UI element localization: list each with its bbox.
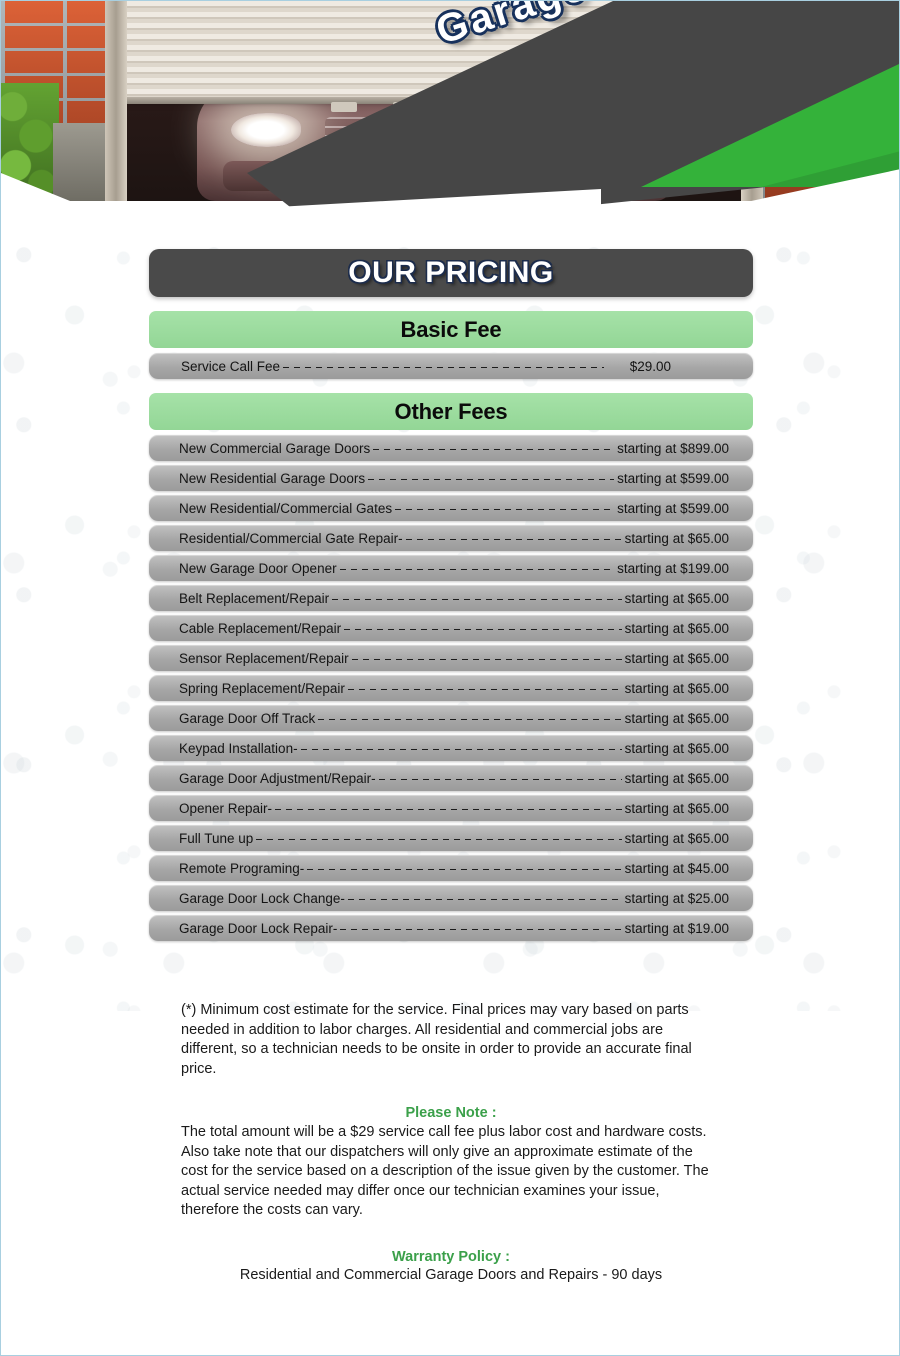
price-row-value: starting at $19.00 <box>624 920 729 936</box>
price-row-value: starting at $65.00 <box>624 530 729 546</box>
door-jamb-left <box>105 1 127 201</box>
basic-fee-rows: Service Call Fee $29.00 <box>149 353 753 379</box>
leader-dots <box>405 538 622 540</box>
price-row-value: starting at $899.00 <box>617 440 729 456</box>
price-row: Residential/Commercial Gate Repair-start… <box>149 525 753 551</box>
price-row-label: New Commercial Garage Doors <box>179 440 371 456</box>
price-row-value: starting at $65.00 <box>624 770 729 786</box>
leader-dots <box>275 808 622 810</box>
leader-dots <box>344 628 622 630</box>
basic-fee-heading-label: Basic Fee <box>400 316 502 342</box>
price-row: Garage Door Adjustment/Repair-starting a… <box>149 765 753 791</box>
leader-dots <box>256 838 622 840</box>
leader-dots <box>283 366 604 368</box>
leader-dots <box>300 748 622 750</box>
stone-wall <box>53 123 105 201</box>
price-row-value: starting at $65.00 <box>624 740 729 756</box>
diagonal-banner: Garage Door Service <box>1 1 899 233</box>
price-row-label: New Residential Garage Doors <box>179 470 366 486</box>
price-row: New Residential Garage Doors starting at … <box>149 465 753 491</box>
price-row: Spring Replacement/Repair starting at $65… <box>149 675 753 701</box>
price-row: New Residential/Commercial Gates starting… <box>149 495 753 521</box>
leader-dots <box>373 448 615 450</box>
price-row-value: starting at $45.00 <box>624 860 729 876</box>
other-fees-heading: Other Fees <box>149 393 753 430</box>
price-row-label: Keypad Installation- <box>179 740 298 756</box>
price-row: New Commercial Garage Doors starting at $… <box>149 435 753 461</box>
please-note-text: The total amount will be a $29 service c… <box>181 1124 709 1218</box>
price-row-label: Cable Replacement/Repair <box>179 620 342 636</box>
price-row-label: Garage Door Adjustment/Repair- <box>179 770 376 786</box>
pricing-section: OUR PRICING Basic Fee Service Call Fee $2… <box>1 249 899 945</box>
price-row: Opener Repair-starting at $65.00 <box>149 795 753 821</box>
price-row: Cable Replacement/Repair starting at $65.… <box>149 615 753 641</box>
price-row: Remote Programing-starting at $45.00 <box>149 855 753 881</box>
leader-dots <box>339 568 615 570</box>
price-row-label: New Residential/Commercial Gates <box>179 500 393 516</box>
leader-dots <box>378 778 622 780</box>
price-row-value: starting at $65.00 <box>624 680 729 696</box>
price-row-value: starting at $65.00 <box>624 650 729 666</box>
price-row-value: starting at $65.00 <box>624 710 729 726</box>
price-row-value: starting at $25.00 <box>624 890 729 906</box>
leader-dots <box>318 718 622 720</box>
price-row-label: Full Tune up <box>179 830 254 846</box>
leader-dots <box>395 508 615 510</box>
price-row-label: Garage Door Off Track <box>179 710 316 726</box>
price-row-label: Belt Replacement/Repair <box>179 590 330 606</box>
price-row-label: Spring Replacement/Repair <box>179 680 345 696</box>
price-row-value: starting at $65.00 <box>624 590 729 606</box>
headlight-left-icon <box>231 113 301 147</box>
price-row-value: $29.00 <box>629 358 671 374</box>
price-row-label: Service Call Fee <box>181 358 281 374</box>
price-row-label: Remote Programing- <box>179 860 305 876</box>
price-row: New Garage Door Opener starting at $199.0… <box>149 555 753 581</box>
disclaimer-text: (*) Minimum cost estimate for the servic… <box>181 1002 692 1077</box>
price-row: Sensor Replacement/Repair starting at $65… <box>149 645 753 671</box>
leader-dots <box>347 688 622 690</box>
price-row-label: Garage Door Lock Repair- <box>179 920 338 936</box>
door-tab <box>331 102 357 112</box>
price-row-value: starting at $199.00 <box>617 560 729 576</box>
price-row-value: starting at $599.00 <box>617 470 729 486</box>
other-fees-heading-label: Other Fees <box>394 398 508 424</box>
price-row-label: Sensor Replacement/Repair <box>179 650 349 666</box>
price-row-value: starting at $65.00 <box>624 620 729 636</box>
price-row: Garage Door Off Track starting at $65.00 <box>149 705 753 731</box>
price-row: Garage Door Lock Repair-starting at $19.… <box>149 915 753 941</box>
price-row-label: Opener Repair- <box>179 800 273 816</box>
price-row: Garage Door Lock Change-starting at $25.… <box>149 885 753 911</box>
basic-fee-heading: Basic Fee <box>149 311 753 348</box>
hero-banner: Garage Door Service <box>1 1 899 233</box>
price-row: Full Tune up starting at $65.00 <box>149 825 753 851</box>
leader-dots <box>340 928 622 930</box>
warranty-heading: Warranty Policy : <box>392 1248 510 1265</box>
price-row-value: starting at $65.00 <box>624 830 729 846</box>
warranty-text: Residential and Commercial Garage Doors … <box>239 1266 663 1283</box>
price-row-value: starting at $599.00 <box>617 500 729 516</box>
please-note-heading: Please Note : <box>405 1105 497 1121</box>
pricing-title-bar: OUR PRICING <box>149 249 753 297</box>
leader-dots <box>351 658 622 660</box>
leader-dots <box>368 478 615 480</box>
leader-dots <box>347 898 622 900</box>
price-row: Service Call Fee $29.00 <box>149 353 753 379</box>
price-row-value: starting at $65.00 <box>624 800 729 816</box>
leader-dots <box>307 868 622 870</box>
page-title: OUR PRICING <box>348 256 554 289</box>
other-fees-rows: New Commercial Garage Doors starting at $… <box>149 435 753 941</box>
notes-section: (*) Minimum cost estimate for the servic… <box>1 1001 899 1283</box>
price-row-label: New Garage Door Opener <box>179 560 337 576</box>
price-row: Belt Replacement/Repair starting at $65.0… <box>149 585 753 611</box>
price-row-label: Residential/Commercial Gate Repair- <box>179 530 403 546</box>
price-row-label: Garage Door Lock Change- <box>179 890 345 906</box>
price-row: Keypad Installation-starting at $65.00 <box>149 735 753 761</box>
leader-dots <box>332 598 622 600</box>
